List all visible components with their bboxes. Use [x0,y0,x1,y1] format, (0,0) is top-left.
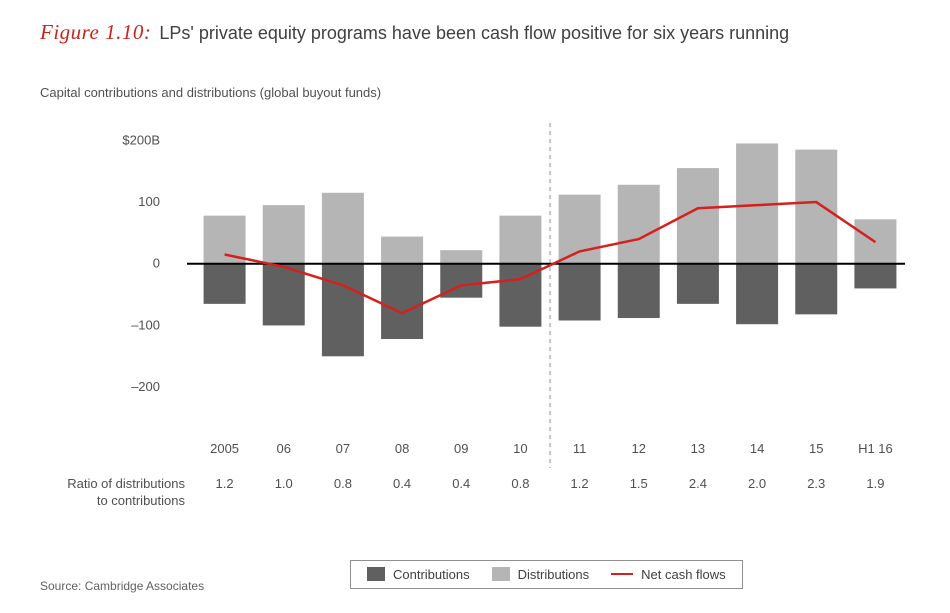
distributions-bar [263,205,305,264]
y-tick-label: $200B [122,132,160,147]
distributions-bar [618,185,660,264]
contributions-bar [559,264,601,321]
figure-label: Figure 1.10: [40,20,151,45]
ratio-value: 0.4 [377,476,427,491]
contributions-bar [854,264,896,289]
distributions-bar [322,193,364,264]
x-tick-label: 2005 [210,441,239,456]
y-tick-label: 0 [153,256,160,271]
ratio-value: 2.4 [673,476,723,491]
legend-item: Net cash flows [611,567,726,582]
contributions-bar [618,264,660,318]
legend-item: Contributions [367,567,470,582]
distributions-bar [499,216,541,264]
contributions-bar [795,264,837,315]
x-tick-label: 08 [395,441,409,456]
chart-area: –200 –100 0 100 $200B 2005 06 07 08 09 10 11 12 13 14 1… [40,118,910,468]
y-tick-label: 100 [138,194,160,209]
distributions-bar [440,250,482,264]
x-tick-label: H1 16 [858,441,893,456]
ratio-value: 0.8 [318,476,368,491]
ratio-values: 1.2 1.0 0.8 0.4 0.4 0.8 1.2 1.5 2.4 2.0 2.3 1.9 [195,476,910,496]
x-tick-label: 11 [573,441,587,456]
ratio-value: 2.3 [791,476,841,491]
legend-label: Distributions [518,567,590,582]
x-tick-label: 10 [513,441,527,456]
contributions-bar [204,264,246,304]
ratio-value: 2.0 [732,476,782,491]
x-tick-label: 12 [632,441,646,456]
x-tick-label: 14 [750,441,764,456]
chart-subtitle: Capital contributions and distributions … [40,85,910,100]
distributions-bar [559,195,601,264]
ratio-value: 1.2 [555,476,605,491]
contributions-bar [263,264,305,326]
ratio-value: 0.4 [436,476,486,491]
contributions-bar [381,264,423,339]
x-tick-label: 07 [336,441,350,456]
contributions-bar [736,264,778,324]
x-tick-label: 13 [691,441,705,456]
legend-swatch [367,567,385,581]
y-tick-label: –100 [131,317,160,332]
contributions-bar [322,264,364,357]
ratio-value: 1.2 [200,476,250,491]
ratio-value: 1.9 [850,476,900,491]
distributions-bar [381,237,423,264]
ratio-value: 1.5 [614,476,664,491]
x-tick-label: 15 [809,441,823,456]
ratio-value: 1.0 [259,476,309,491]
x-tick-label: 06 [277,441,291,456]
source-text: Source: Cambridge Associates [40,579,204,593]
ratio-value: 0.8 [495,476,545,491]
figure-title: Figure 1.10: LPs' private equity program… [40,20,910,45]
legend-item: Distributions [492,567,590,582]
ratio-label: Ratio of distributionsto contributions [40,476,195,510]
distributions-bar [795,150,837,264]
legend-line-swatch [611,573,633,575]
chart-svg: –200 –100 0 100 $200B 2005 06 07 08 09 10 11 12 13 14 1… [40,118,910,468]
y-tick-label: –200 [131,379,160,394]
legend-label: Net cash flows [641,567,726,582]
figure-caption: LPs' private equity programs have been c… [159,23,789,44]
ratio-row: Ratio of distributionsto contributions 1… [40,476,910,510]
legend: Contributions Distributions Net cash flows [350,560,743,589]
contributions-bar [677,264,719,304]
legend-label: Contributions [393,567,470,582]
legend-swatch [492,567,510,581]
x-tick-label: 09 [454,441,468,456]
